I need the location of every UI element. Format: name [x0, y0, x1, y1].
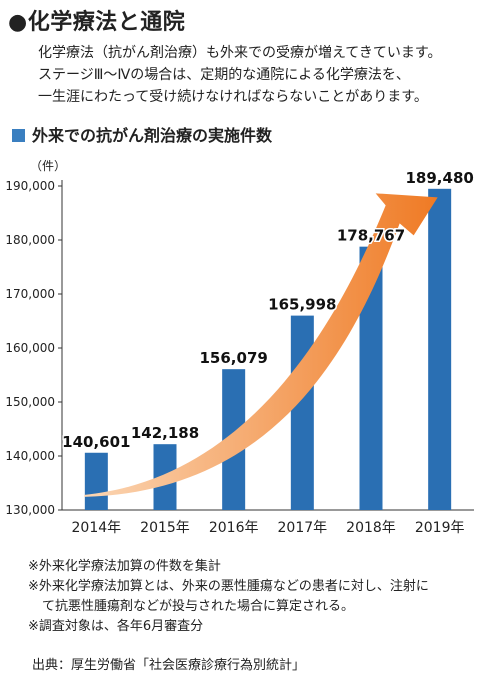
footnote: ※調査対象は、各年6月審査分 [28, 619, 204, 634]
y-tick-label: 190,000 [5, 179, 55, 193]
x-tick-label: 2019年 [415, 520, 465, 536]
intro-text: 化学療法（抗がん剤治療）も外来での受療が増えてきています。 ステージⅢ～Ⅳの場合… [38, 42, 494, 108]
y-axis: 130,000 140,000 150,000 160,000 170,000 180,0… [5, 179, 474, 517]
y-tick-label: 140,000 [5, 449, 55, 463]
x-tick-label: 2018年 [346, 520, 396, 536]
bar [290, 315, 314, 510]
source-citation: 出典：厚生労働省「社会医療診療行為別統計」 [32, 658, 306, 673]
bar-value-label: 140,601 [62, 433, 130, 451]
bar-value-label: 156,079 [200, 349, 268, 367]
chart-heading: 外来での抗がん剤治療の実施件数 [12, 122, 272, 146]
chart-heading-label: 外来での抗がん剤治療の実施件数 [32, 126, 273, 145]
square-bullet-icon [12, 129, 25, 142]
y-tick-label: 170,000 [5, 287, 55, 301]
y-tick-label: 150,000 [5, 395, 55, 409]
x-tick-label: 2014年 [72, 520, 122, 536]
intro-line: 一生涯にわたって受け続けなければならないことがあります。 [38, 89, 428, 105]
y-tick-label: 160,000 [5, 341, 55, 355]
page-title: ●化学療法と通院 [8, 10, 186, 35]
value-labels: 140,601 142,188 156,079 165,998 178,767 189,4… [61, 167, 476, 452]
footnote: ※外来化学療法加算とは、外来の悪性腫瘍などの患者に対し、注射に [28, 579, 429, 594]
bar-value-label: 189,480 [406, 169, 474, 187]
x-tick-label: 2017年 [278, 520, 328, 536]
bar-value-label: 142,188 [131, 424, 199, 442]
bar [84, 452, 108, 510]
footnotes: ※外来化学療法加算の件数を集計 ※外来化学療法加算とは、外来の悪性腫瘍などの患者… [28, 557, 496, 637]
footnote: て抗悪性腫瘍剤などが投与された場合に算定される。 [42, 599, 355, 614]
footnote: ※外来化学療法加算の件数を集計 [28, 559, 221, 574]
bar-value-label: 165,998 [268, 296, 336, 314]
bar [359, 246, 383, 510]
bar [428, 188, 452, 511]
y-tick-label: 130,000 [5, 503, 55, 517]
bar-chart: （件） 130,000140,000150,000160,000170,0001… [5, 159, 476, 536]
x-tick-label: 2015年 [140, 520, 190, 536]
bar-value-label: 178,767 [337, 227, 405, 245]
trend-arrow [84, 193, 438, 497]
intro-line: 化学療法（抗がん剤治療）も外来での受療が増えてきています。 [38, 45, 442, 61]
x-tick-label: 2016年 [209, 520, 259, 536]
intro-line: ステージⅢ～Ⅳの場合は、定期的な通院による化学療法を、 [38, 67, 410, 83]
y-tick-label: 180,000 [5, 233, 55, 247]
y-axis-unit-label: （件） [30, 159, 66, 173]
x-axis-labels: 2014年 2015年 2016年 2017年 2018年 2019年 [72, 520, 465, 536]
